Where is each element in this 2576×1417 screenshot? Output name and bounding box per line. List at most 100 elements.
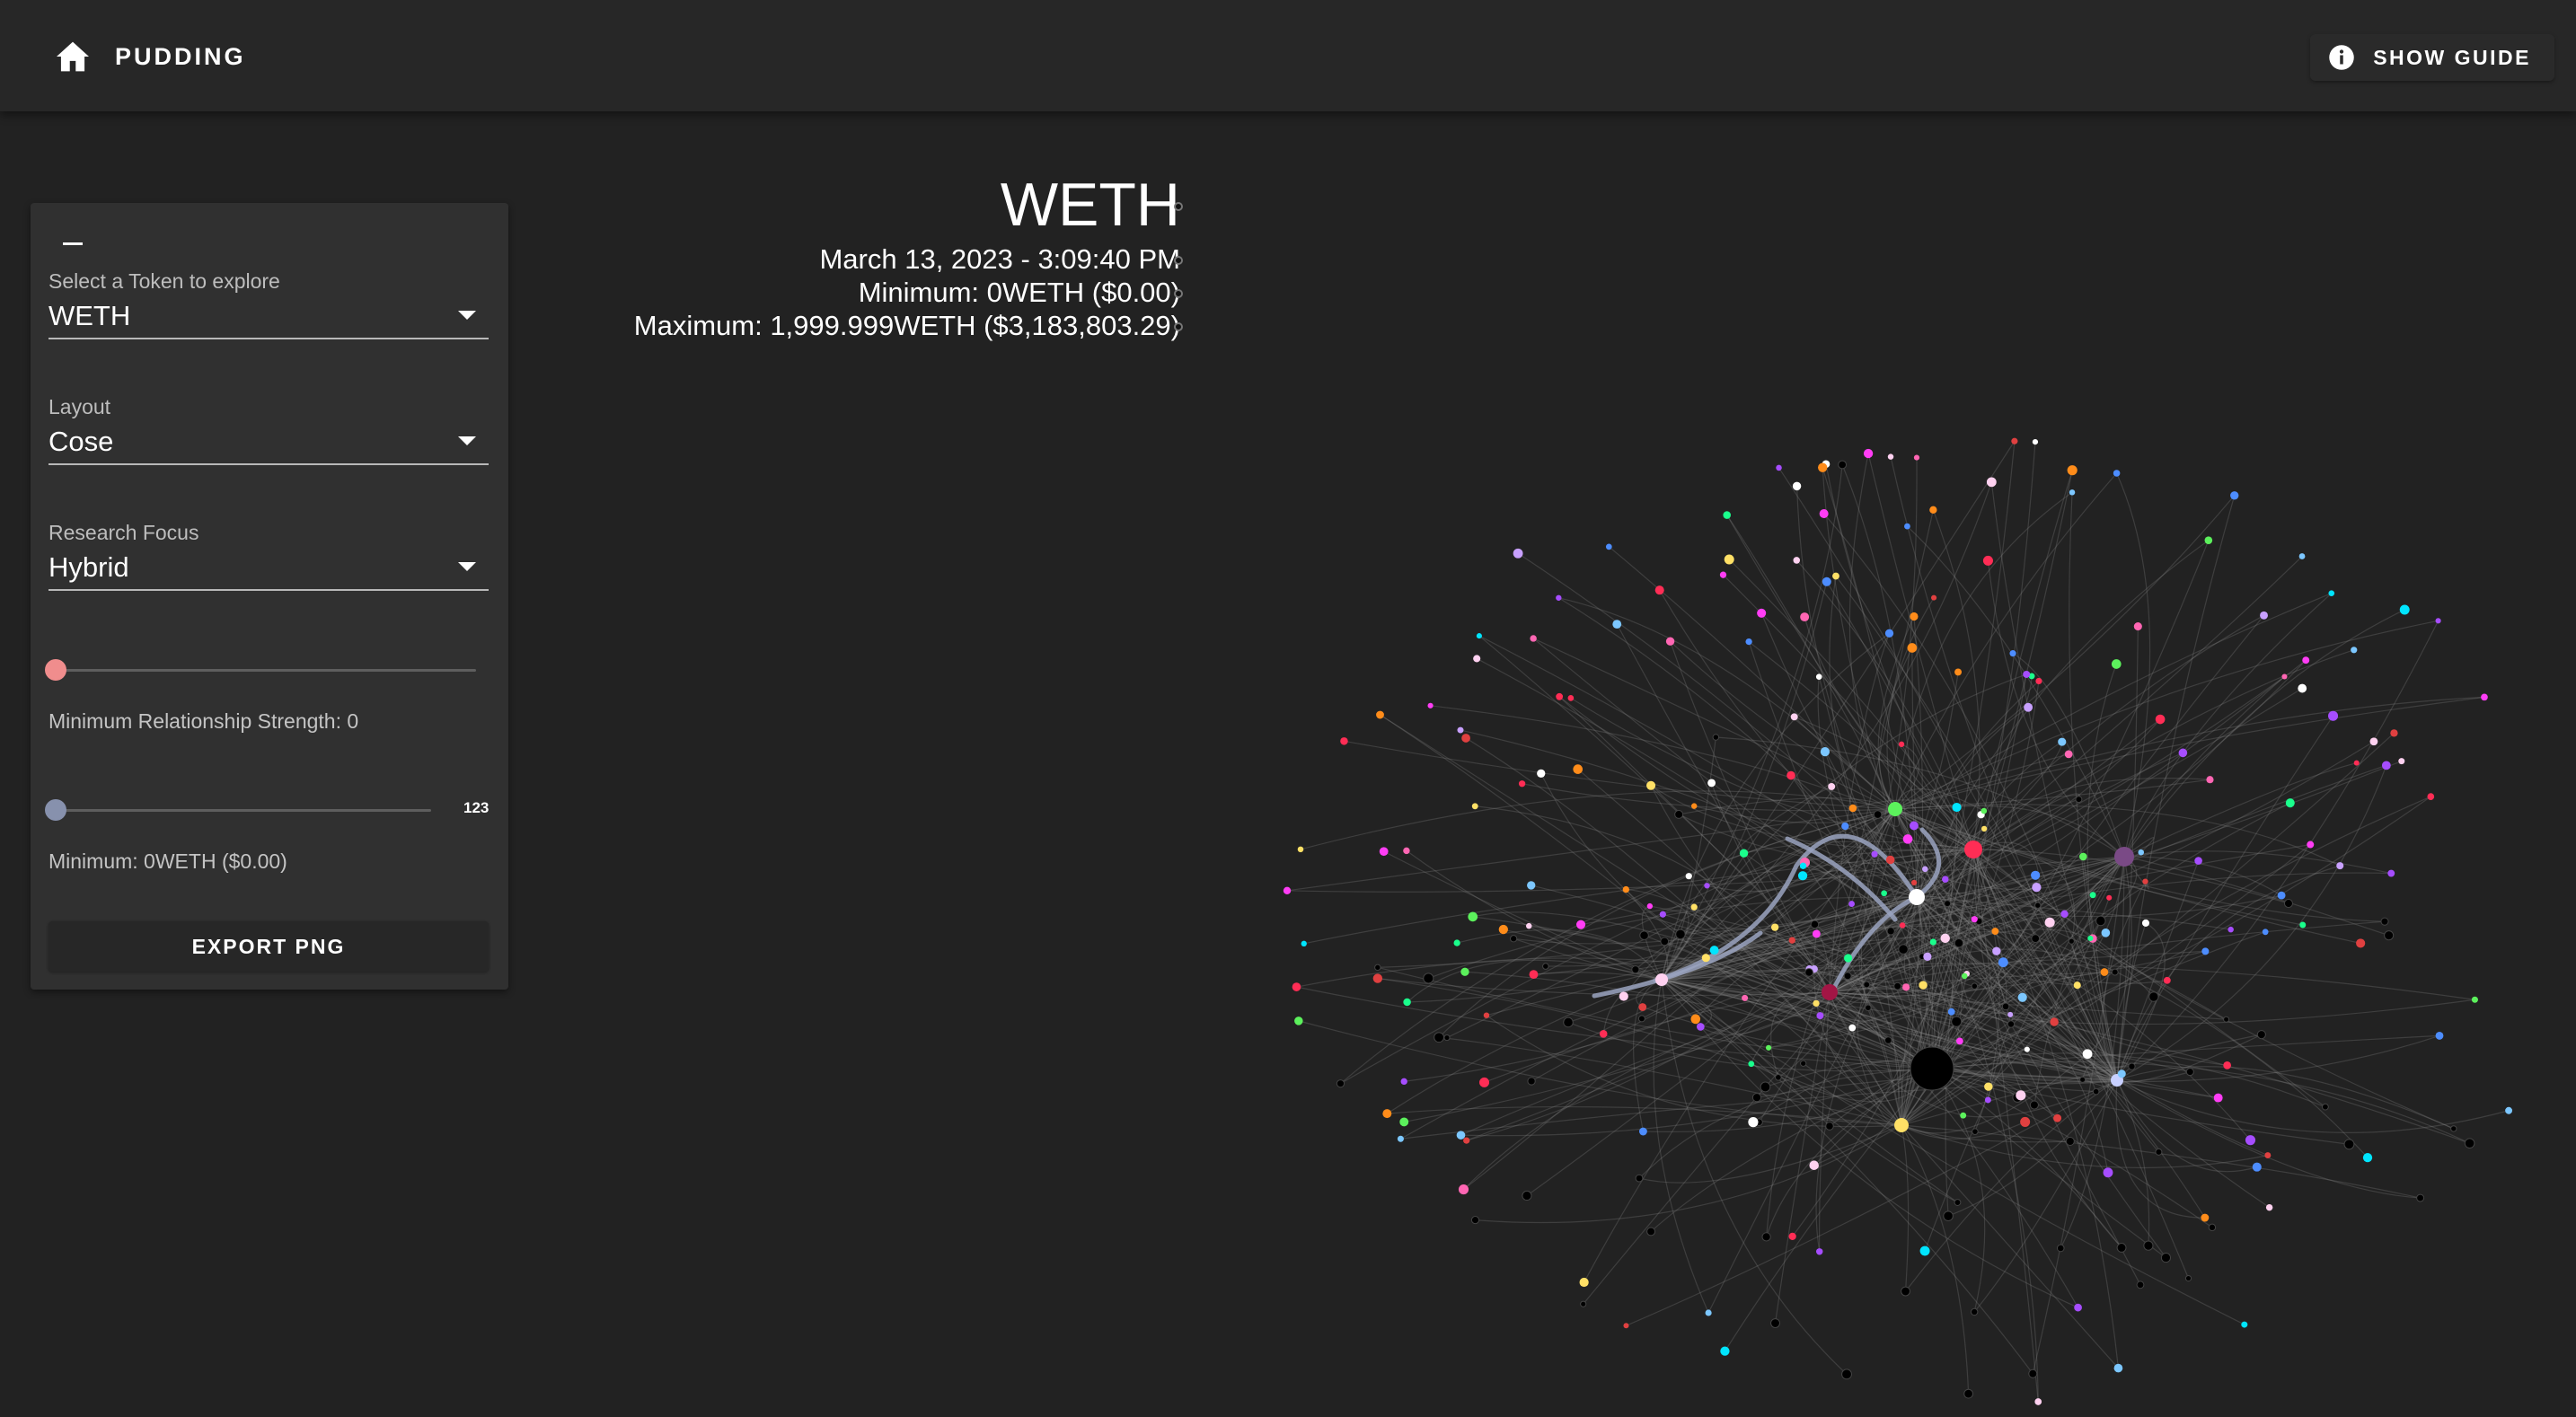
graph-node[interactable] <box>1707 779 1716 788</box>
graph-node[interactable] <box>2204 536 2213 544</box>
graph-node[interactable] <box>2427 793 2435 800</box>
graph-node[interactable] <box>2007 1011 2014 1017</box>
graph-node[interactable] <box>2351 647 2358 654</box>
graph-node[interactable] <box>1530 635 1537 642</box>
graph-node[interactable] <box>2001 1002 2010 1011</box>
graph-node[interactable] <box>1397 1135 1404 1142</box>
graph-node[interactable] <box>2163 976 2171 984</box>
graph-node[interactable] <box>1986 477 1997 488</box>
graph-node[interactable] <box>2356 938 2366 948</box>
graph-node[interactable] <box>2060 910 2069 918</box>
graph-node[interactable] <box>2034 1398 2042 1405</box>
graph-node[interactable] <box>2241 1321 2248 1328</box>
graph-node[interactable] <box>2213 1093 2223 1103</box>
graph-node[interactable] <box>1400 1078 1407 1086</box>
graph-node[interactable] <box>1576 920 1586 929</box>
graph-node[interactable] <box>1929 938 1936 946</box>
graph-node[interactable] <box>1456 1131 1466 1140</box>
date-node[interactable] <box>1174 256 1183 265</box>
graph-node[interactable] <box>1881 890 1888 897</box>
graph-node[interactable] <box>1513 548 1523 559</box>
graph-node[interactable] <box>1685 873 1692 880</box>
graph-node[interactable] <box>2136 1281 2145 1289</box>
graph-node[interactable] <box>1461 734 1470 743</box>
graph-node[interactable] <box>1537 769 1546 778</box>
graph-node[interactable] <box>1963 1388 1973 1399</box>
graph-node[interactable] <box>1675 929 1686 940</box>
graph-node[interactable] <box>2148 991 2159 1002</box>
graph-node[interactable] <box>1792 481 1802 491</box>
graph-node[interactable] <box>1374 964 1381 972</box>
graph-node[interactable] <box>1283 886 1292 895</box>
graph-node[interactable] <box>1799 862 1807 870</box>
title-node[interactable] <box>1174 202 1183 211</box>
graph-node[interactable] <box>2343 1139 2355 1150</box>
graph-node[interactable] <box>2201 947 2210 955</box>
graph-node[interactable] <box>1518 780 1526 788</box>
graph-node[interactable] <box>1403 998 1411 1007</box>
graph-node[interactable] <box>1765 1044 1772 1051</box>
graph-node[interactable] <box>2024 702 2033 712</box>
graph-node[interactable] <box>2101 929 2111 937</box>
graph-node[interactable] <box>1460 967 1469 976</box>
graph-node[interactable] <box>2336 862 2344 870</box>
graph-node[interactable] <box>2007 1020 2016 1028</box>
graph-node[interactable] <box>1619 991 1628 1001</box>
graph-node[interactable] <box>1888 802 1902 816</box>
graph-node[interactable] <box>1901 1286 1910 1297</box>
graph-node[interactable] <box>1423 973 1434 984</box>
graph-node[interactable] <box>2029 1100 2039 1110</box>
graph-node[interactable] <box>1800 612 1810 622</box>
graph-node[interactable] <box>1819 508 1829 519</box>
graph-node[interactable] <box>1786 770 1795 780</box>
graph-node[interactable] <box>1909 889 1925 905</box>
graph-node[interactable] <box>1813 999 1820 1008</box>
graph-node[interactable] <box>2450 1125 2457 1132</box>
graph-node[interactable] <box>1639 930 1649 940</box>
graph-node[interactable] <box>1940 933 1950 944</box>
graph-node[interactable] <box>1820 747 1831 757</box>
graph-node[interactable] <box>1579 1277 1589 1288</box>
graph-node[interactable] <box>1674 809 1684 819</box>
graph-node[interactable] <box>1719 571 1727 578</box>
graph-node[interactable] <box>1443 1034 1451 1042</box>
graph-node[interactable] <box>2505 1106 2513 1114</box>
graph-node[interactable] <box>1929 506 1937 514</box>
graph-node[interactable] <box>1453 939 1460 946</box>
maximum-node[interactable] <box>1174 322 1183 331</box>
graph-node[interactable] <box>1913 454 1920 461</box>
graph-node[interactable] <box>1848 901 1855 907</box>
graph-node[interactable] <box>1816 1248 1823 1255</box>
graph-node[interactable] <box>2160 1253 2172 1263</box>
graph-node[interactable] <box>1654 585 1664 595</box>
graph-node[interactable] <box>2111 659 2122 669</box>
graph-node[interactable] <box>2024 1046 2030 1052</box>
graph-node[interactable] <box>2117 1069 2126 1078</box>
graph-node[interactable] <box>1301 940 1307 946</box>
graph-node[interactable] <box>1884 629 1894 638</box>
slider-thumb[interactable] <box>45 799 66 821</box>
graph-node[interactable] <box>2206 776 2214 784</box>
graph-node[interactable] <box>1790 713 1798 721</box>
graph-node[interactable] <box>2328 710 2339 721</box>
graph-node[interactable] <box>2155 714 2166 725</box>
graph-node[interactable] <box>1526 922 1532 929</box>
graph-node[interactable] <box>1954 938 1964 948</box>
graph-node[interactable] <box>1981 807 1988 814</box>
graph-node[interactable] <box>1815 673 1822 681</box>
app-title[interactable]: PUDDING <box>115 43 246 70</box>
graph-node[interactable] <box>1635 1174 1644 1183</box>
graph-node[interactable] <box>2178 748 2188 758</box>
graph-node[interactable] <box>1510 935 1518 943</box>
graph-node[interactable] <box>2384 930 2395 941</box>
graph-node[interactable] <box>2398 758 2405 765</box>
graph-node[interactable] <box>2245 1135 2256 1146</box>
graph-node[interactable] <box>2058 737 2067 746</box>
graph-node[interactable] <box>1457 726 1464 734</box>
graph-node[interactable] <box>1770 923 1779 931</box>
graph-node[interactable] <box>1886 927 1895 936</box>
minimum-amount-slider[interactable]: 123 <box>45 792 489 828</box>
graph-node[interactable] <box>1971 916 1978 923</box>
graph-node[interactable] <box>1904 523 1910 530</box>
graph-node[interactable] <box>1376 710 1384 719</box>
